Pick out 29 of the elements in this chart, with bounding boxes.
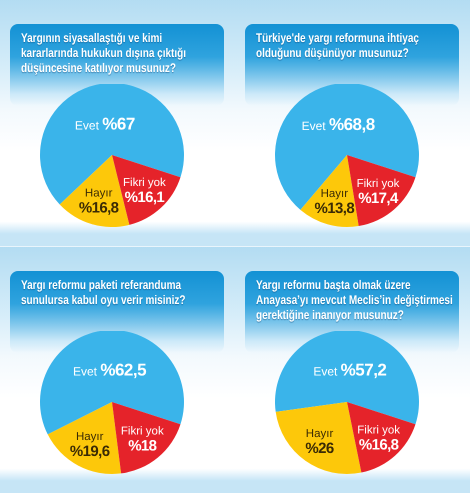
chart-title: Türkiye'de yargı reformuna ihtiyaç olduğunu düşünüyor musunuz? (256, 31, 420, 61)
slice-label: Evet (74, 118, 102, 132)
slice-label: Hayır (306, 428, 334, 440)
chart-title: Yargı reformu paketi referanduma sunulursa kabul oyu verir misiniz? (21, 278, 186, 308)
slice-label: Fikri yok (120, 426, 164, 438)
slice-label: Fikri yok (357, 424, 400, 436)
pie-slice (275, 331, 419, 424)
data-label: %62,5 (100, 360, 146, 380)
data-label: %13,8 (314, 200, 354, 217)
slice-label: Evet (302, 118, 329, 133)
data-label: %18 (128, 438, 157, 455)
data-label: %17,4 (358, 190, 399, 208)
slice-label: Hayır (76, 430, 104, 443)
data-label: %68,8 (328, 114, 375, 134)
slice-label: Evet (313, 364, 341, 379)
data-label: %57,2 (340, 360, 386, 380)
data-label: %16,8 (78, 200, 119, 217)
slice-label: Hayır (84, 188, 113, 200)
chart-title: Yargı reformu başta olmak üzere Anayasa’yı mevcut Meclis’in değiştirmesi gerektiğine inanıyor musunuz? (256, 278, 454, 323)
slice-label: Evet (72, 364, 100, 379)
data-label: %67 (102, 114, 135, 134)
data-label: %16,8 (358, 436, 399, 454)
slice-label: Hayır (320, 188, 348, 200)
data-label: %26 (305, 440, 334, 457)
chart-title: Yargının siyasallaştığı ve kimi kararlarında hukukun dışına çıktığı düşüncesine katılıyor musunuz? (21, 31, 188, 76)
slice-label: Fikri yok (122, 176, 166, 189)
data-label: %19,6 (70, 442, 110, 460)
slice-label: Fikri yok (356, 178, 400, 190)
data-label: %16,1 (124, 188, 164, 206)
